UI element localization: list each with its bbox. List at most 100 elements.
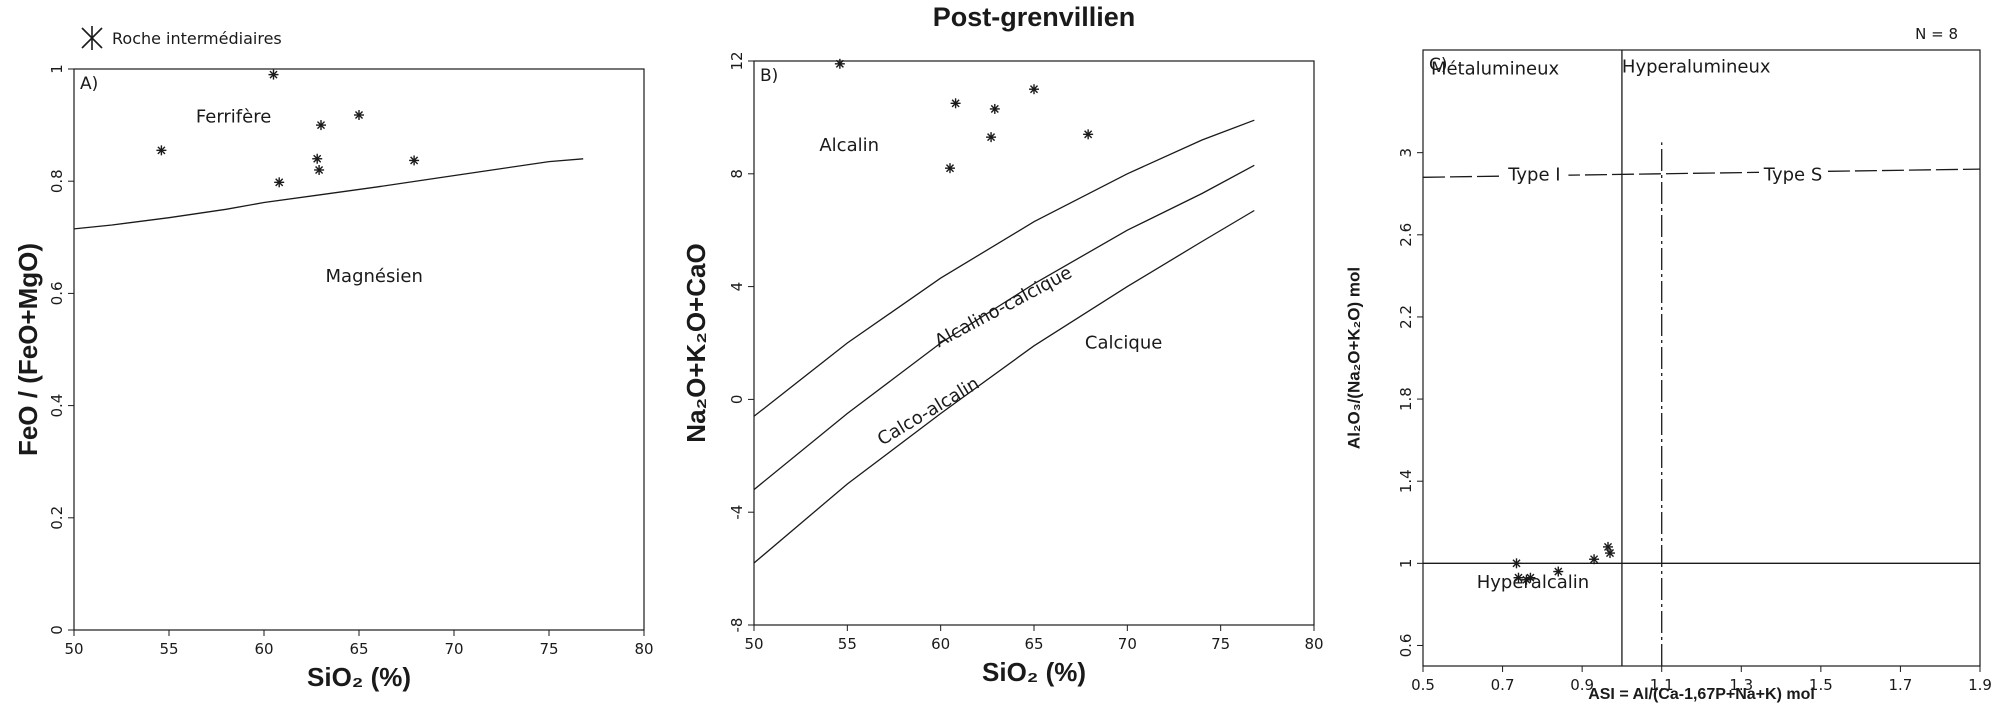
y-tick-label: 0.6 (1397, 634, 1415, 658)
data-point (1511, 558, 1522, 569)
y-tick-label: 0.6 (48, 281, 66, 305)
plot-frame (1422, 49, 1981, 667)
x-tick-label: 60 (254, 640, 273, 658)
data-point (316, 120, 326, 131)
y-tick-label: 0 (728, 395, 746, 405)
x-tick-label: 60 (931, 635, 950, 653)
field-boundary (753, 164, 1255, 491)
field-label: Ferrifère (196, 106, 271, 127)
y-tick-label: 1.8 (1397, 387, 1415, 411)
field-boundary (73, 158, 584, 230)
y-tick-label: 0.4 (48, 394, 66, 418)
y-axis-label: FeO / (FeO+MgO) (13, 243, 43, 456)
x-tick-label: 75 (539, 640, 558, 658)
x-tick-label: 1.9 (1968, 676, 1992, 694)
data-point (1083, 129, 1094, 140)
figure-header: Post-grenvillien Roche intermédiaires N … (81, 2, 1958, 50)
chart-panel-a: A) 50 55 60 65 70 75 80 0 0.2 0.4 0.6 0.8 1 SiO₂ (%) Fe… (13, 64, 654, 692)
field-label: Métalumineux (1431, 59, 1560, 80)
sample-count: N = 8 (1915, 25, 1958, 43)
field-label: Magnésien (326, 266, 423, 287)
field-label: Calco-alcalin (874, 373, 983, 450)
x-tick-label: 55 (159, 640, 178, 658)
chart-panel-b: B) 50 55 60 65 70 75 80 -8 -4 0 4 8 12 SiO₂ (%) Na₂O+K₂… (681, 51, 1324, 687)
x-tick-label: 65 (349, 640, 368, 658)
x-axis-label: ASI = Al/(Ca-1,67P+Na+K) mol (1588, 686, 1815, 703)
label-backing (1759, 164, 1828, 187)
x-axis-label: SiO₂ (%) (982, 657, 1086, 687)
data-point (156, 145, 167, 156)
field-label: Calcique (1085, 333, 1162, 354)
x-axis-label: SiO₂ (%) (307, 662, 411, 692)
x-tick-label: 0.5 (1411, 676, 1435, 694)
y-tick-label: 2.2 (1397, 305, 1415, 329)
data-point (945, 163, 955, 174)
data-point (268, 69, 279, 80)
x-tick-label: 50 (64, 640, 83, 658)
x-tick-label: 80 (634, 640, 653, 658)
asterisk-legend-icon (81, 26, 103, 50)
data-point (986, 132, 997, 143)
panel-label: B) (760, 66, 778, 86)
y-tick-label: 8 (728, 169, 746, 179)
y-tick-label: 4 (728, 282, 746, 292)
y-tick-label: -4 (728, 505, 746, 520)
y-tick-label: 12 (728, 51, 746, 70)
figure-title: Post-grenvillien (933, 2, 1136, 32)
field-boundary (753, 209, 1255, 564)
legend: Roche intermédiaires (81, 26, 282, 50)
y-tick-label: 2.6 (1397, 223, 1415, 247)
y-tick-label: 0.2 (48, 506, 66, 530)
legend-label: Roche intermédiaires (112, 29, 282, 48)
field-label: Type S (1763, 164, 1823, 185)
field-label: Hyperalumineux (1622, 57, 1771, 78)
y-axis-label: Al₂O₃/(Na₂O+K₂O) mol (1344, 267, 1363, 449)
x-tick-label: 65 (1024, 635, 1043, 653)
x-tick-label: 55 (838, 635, 857, 653)
x-tick-label: 0.9 (1570, 676, 1594, 694)
x-tick-label: 1.3 (1729, 676, 1753, 694)
data-point (354, 110, 364, 121)
y-tick-label: 3 (1397, 148, 1415, 158)
data-point (834, 58, 845, 69)
data-point (1604, 548, 1615, 559)
data-point (1553, 566, 1564, 577)
x-tick-label: 1.1 (1650, 676, 1674, 694)
x-tick-label: 0.7 (1491, 676, 1515, 694)
label-backing (1500, 164, 1569, 187)
y-tick-label: 1.4 (1397, 469, 1415, 493)
y-tick-label: 1 (48, 64, 66, 74)
field-label: Alcalin (819, 135, 879, 156)
field-label: Hyperalcalin (1477, 572, 1589, 593)
y-tick-label: 0 (48, 625, 66, 635)
y-tick-label: 0.8 (48, 169, 66, 193)
x-tick-label: 50 (744, 635, 763, 653)
chart-panel-c: C) 0.5 0.7 0.9 1.1 1.3 1.5 1.7 1.9 0.6 1 1.4 1.8 2.2 2… (1344, 49, 1992, 703)
data-point (409, 155, 420, 166)
field-boundary (753, 119, 1255, 417)
y-tick-label: 1 (1397, 559, 1415, 569)
x-tick-label: 80 (1304, 635, 1323, 653)
field-label: Alcalino-calcique (931, 262, 1075, 352)
data-point (312, 153, 323, 164)
y-axis-label: Na₂O+K₂O+CaO (681, 243, 711, 442)
field-label: Type I (1507, 164, 1560, 185)
x-tick-label: 75 (1211, 635, 1230, 653)
y-tick-label: -8 (728, 618, 746, 633)
data-point (1525, 572, 1536, 583)
x-tick-label: 70 (444, 640, 463, 658)
data-point (989, 103, 1000, 114)
x-tick-label: 70 (1118, 635, 1137, 653)
x-tick-label: 1.7 (1888, 676, 1912, 694)
data-point (1513, 572, 1524, 583)
panel-label: A) (80, 74, 98, 94)
data-point (1589, 554, 1600, 565)
data-point (314, 164, 325, 175)
x-tick-label: 1.5 (1809, 676, 1833, 694)
panel-label: C) (1429, 55, 1448, 75)
data-point (950, 98, 961, 109)
data-point (274, 177, 285, 188)
data-point (1029, 84, 1039, 95)
